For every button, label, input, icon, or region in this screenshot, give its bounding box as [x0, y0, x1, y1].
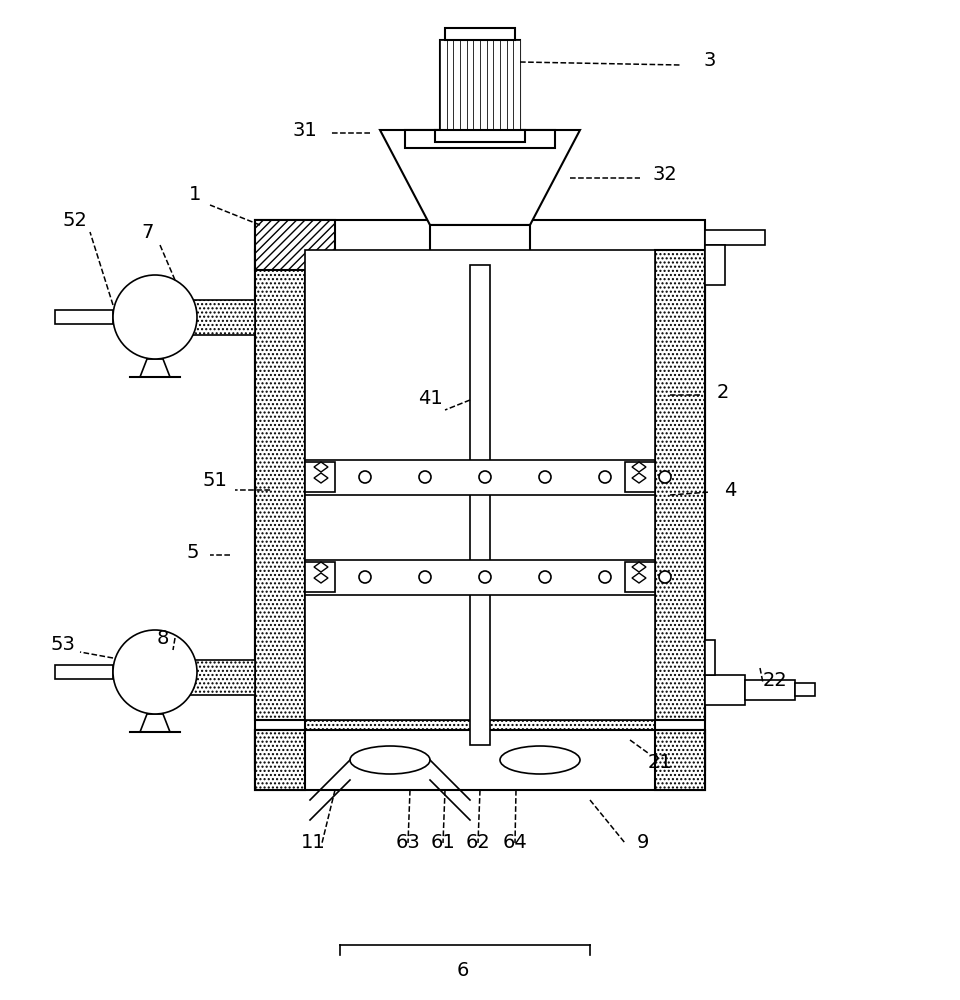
Bar: [460, 40, 467, 130]
Ellipse shape: [500, 746, 580, 774]
Text: 3: 3: [704, 50, 716, 70]
Circle shape: [359, 471, 371, 483]
Bar: [255, 250, 305, 720]
Polygon shape: [632, 462, 646, 472]
Polygon shape: [314, 573, 328, 583]
Bar: [745, 680, 795, 700]
Bar: [255, 220, 705, 770]
Bar: [255, 730, 305, 790]
Bar: [655, 250, 705, 720]
Bar: [625, 562, 655, 592]
Text: 22: 22: [762, 670, 787, 690]
Bar: [470, 265, 490, 745]
Polygon shape: [255, 220, 335, 270]
Circle shape: [113, 275, 197, 359]
Text: 51: 51: [203, 471, 228, 489]
Bar: [625, 462, 655, 492]
Circle shape: [659, 471, 671, 483]
Circle shape: [659, 571, 671, 583]
Bar: [453, 40, 460, 130]
Bar: [55, 665, 113, 679]
Text: 53: 53: [51, 636, 76, 654]
Text: 7: 7: [142, 223, 155, 241]
Bar: [655, 730, 705, 790]
Bar: [480, 40, 487, 130]
Polygon shape: [632, 573, 646, 583]
Text: 32: 32: [653, 165, 678, 184]
Bar: [493, 40, 500, 130]
Circle shape: [539, 571, 551, 583]
Text: 21: 21: [648, 754, 672, 772]
Circle shape: [419, 571, 431, 583]
Bar: [430, 225, 530, 265]
Text: 8: 8: [156, 629, 169, 648]
Circle shape: [479, 471, 491, 483]
Bar: [55, 310, 113, 324]
Polygon shape: [314, 473, 328, 483]
Bar: [705, 230, 765, 245]
Bar: [305, 560, 655, 595]
Text: 41: 41: [418, 388, 443, 408]
Bar: [175, 660, 255, 695]
Polygon shape: [140, 714, 170, 732]
Bar: [500, 40, 507, 130]
Text: 62: 62: [466, 834, 491, 852]
Text: 64: 64: [503, 834, 527, 852]
Bar: [440, 40, 520, 130]
Circle shape: [359, 571, 371, 583]
Circle shape: [419, 471, 431, 483]
Text: 9: 9: [636, 834, 649, 852]
Bar: [705, 675, 745, 705]
Circle shape: [113, 630, 197, 714]
Bar: [445, 28, 515, 40]
Bar: [473, 40, 480, 130]
Bar: [705, 245, 725, 285]
Text: 6: 6: [457, 960, 469, 980]
Bar: [487, 40, 493, 130]
Bar: [446, 40, 453, 130]
Text: 4: 4: [724, 481, 736, 499]
Bar: [467, 40, 473, 130]
Bar: [435, 130, 525, 142]
Polygon shape: [632, 562, 646, 572]
Bar: [305, 250, 655, 720]
Text: 31: 31: [293, 120, 318, 139]
Text: 5: 5: [187, 542, 200, 562]
Circle shape: [599, 571, 611, 583]
Bar: [440, 40, 446, 130]
Bar: [305, 720, 655, 760]
Text: 1: 1: [189, 186, 202, 205]
Bar: [795, 683, 815, 696]
Polygon shape: [314, 462, 328, 472]
Text: 2: 2: [717, 383, 730, 402]
Bar: [514, 40, 520, 130]
Circle shape: [539, 471, 551, 483]
Bar: [305, 460, 655, 495]
Polygon shape: [380, 130, 580, 225]
Bar: [705, 640, 715, 675]
Circle shape: [599, 471, 611, 483]
Bar: [305, 462, 335, 492]
Bar: [175, 300, 255, 335]
Bar: [507, 40, 514, 130]
Text: 52: 52: [62, 211, 87, 230]
Text: 61: 61: [431, 834, 455, 852]
Circle shape: [479, 571, 491, 583]
Text: 11: 11: [300, 834, 325, 852]
Ellipse shape: [350, 746, 430, 774]
Bar: [305, 562, 335, 592]
Polygon shape: [140, 359, 170, 377]
Text: 63: 63: [396, 834, 420, 852]
Polygon shape: [314, 562, 328, 572]
Polygon shape: [632, 473, 646, 483]
Bar: [405, 130, 555, 148]
Bar: [255, 730, 705, 790]
